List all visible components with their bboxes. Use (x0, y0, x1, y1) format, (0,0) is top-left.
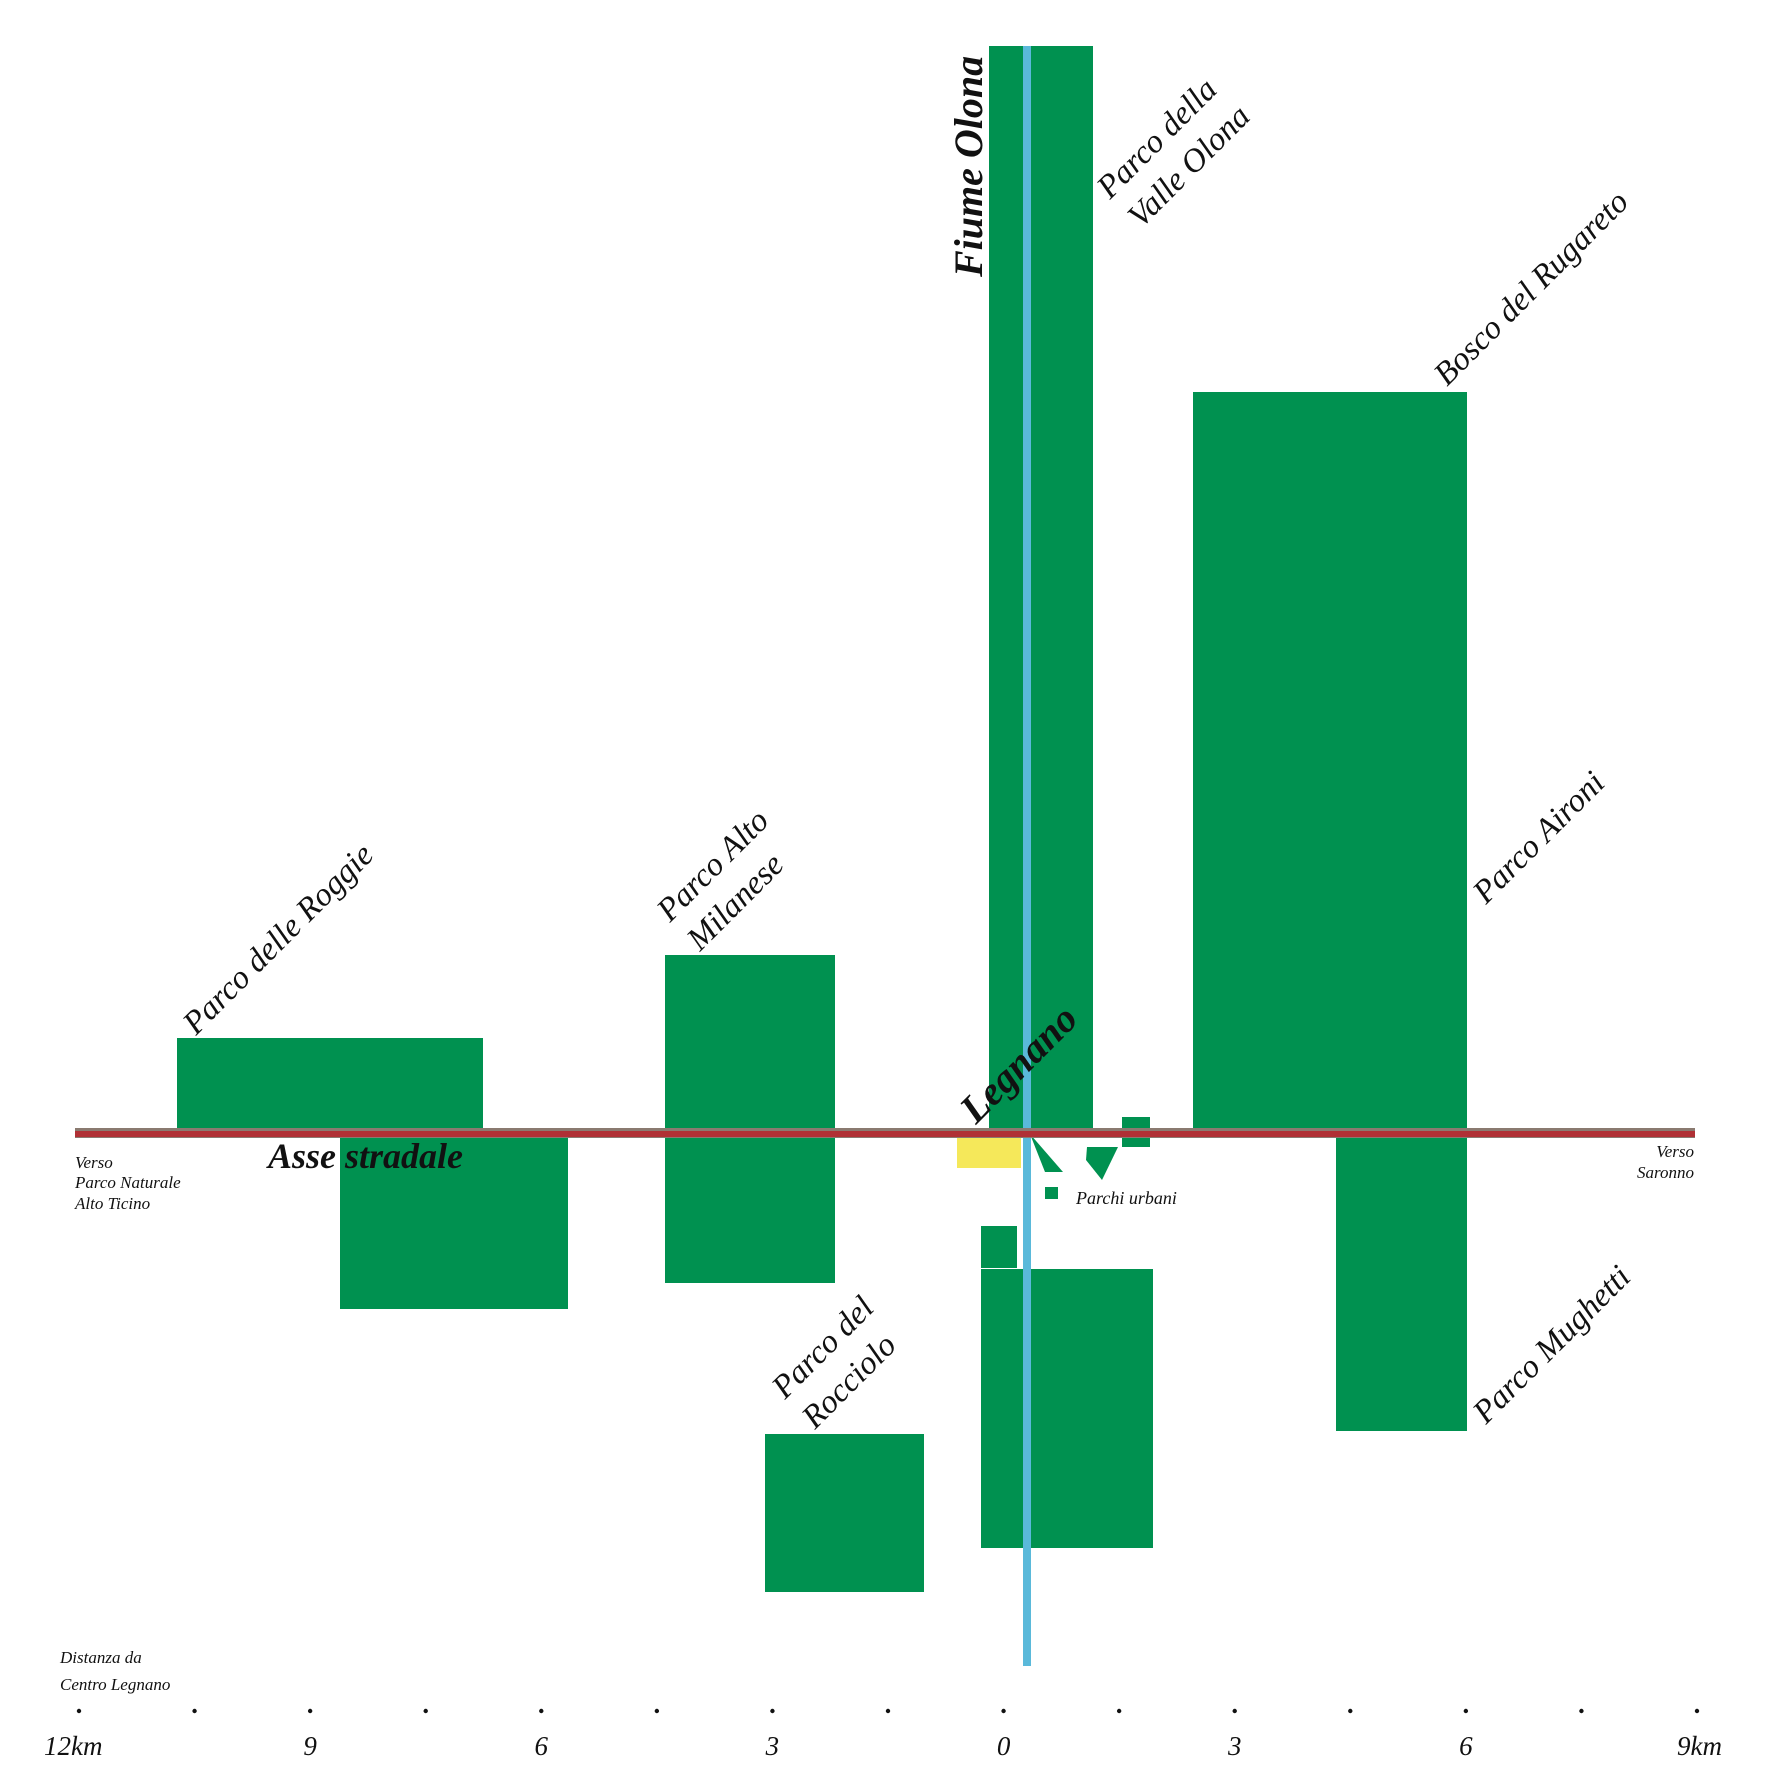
park-south-olona-small (981, 1226, 1017, 1268)
scale-dot (307, 1708, 313, 1714)
label-parchi-urbani: Parchi urbani (1075, 1188, 1177, 1208)
scale-dot (539, 1708, 544, 1714)
scale-ticks: 12km 9 6 3 0 3 6 9km (44, 1731, 1722, 1761)
scale-tick-label: 6 (1459, 1731, 1473, 1761)
urban-park-dot (1045, 1187, 1058, 1199)
scale-dot (1232, 1708, 1237, 1714)
legnano-city-area (957, 1134, 1021, 1168)
scale-dot (885, 1708, 891, 1714)
scale-tick-label: 3 (765, 1731, 780, 1761)
park-south-olona (981, 1269, 1153, 1548)
road-axis-edge (75, 1128, 1695, 1131)
scale-dot (192, 1708, 197, 1714)
scale-dot (1116, 1708, 1122, 1714)
label-west-1: Verso (75, 1153, 113, 1172)
park-roggie-south (340, 1134, 568, 1309)
label-west-3: Alto Ticino (74, 1194, 150, 1213)
scale-dot (423, 1708, 428, 1714)
urban-park-triangle-1 (1030, 1134, 1063, 1172)
scale-dot (1001, 1708, 1006, 1714)
label-east-1: Verso (1656, 1142, 1694, 1161)
road-axis-edge-bottom (75, 1137, 1695, 1138)
road-axis (75, 1131, 1695, 1137)
scale-tick-label: 0 (997, 1731, 1011, 1761)
scale-dot (654, 1708, 660, 1714)
urban-park-triangle-2 (1086, 1147, 1118, 1180)
park-roggie-north (177, 1038, 483, 1132)
park-alto-milanese (665, 955, 835, 1283)
label-parco-mughetti: Parco Mughetti (1465, 1259, 1637, 1431)
park-rocciolo (765, 1434, 924, 1592)
scale-dot (76, 1708, 82, 1714)
label-fiume-olona: Fiume Olona (946, 56, 991, 278)
scale-dot (770, 1708, 775, 1714)
label-distance-1: Distanza da (59, 1648, 142, 1667)
olona-river (1023, 46, 1031, 1666)
park-mughetti (1336, 1134, 1467, 1431)
label-parco-delle-roggie: Parco delle Roggie (175, 837, 380, 1042)
label-parco-aironi: Parco Aironi (1465, 765, 1612, 912)
label-east-2: Saronno (1637, 1163, 1694, 1182)
scale-dot (1579, 1708, 1584, 1714)
scale-tick-label: 12km (44, 1731, 102, 1761)
scale-dot (1348, 1708, 1353, 1714)
label-bosco-rugareto: Bosco del Rugareto (1427, 184, 1636, 393)
scale-dot (1694, 1708, 1700, 1714)
label-distance-2: Centro Legnano (60, 1675, 170, 1694)
scale-dots (76, 1708, 1700, 1714)
scale-tick-label: 9km (1677, 1731, 1722, 1761)
scale-tick-label: 3 (1227, 1731, 1242, 1761)
park-rugareto-aironi (1193, 392, 1467, 1132)
scale-dot (1463, 1708, 1469, 1714)
label-west-2: Parco Naturale (74, 1173, 181, 1192)
scale-tick-label: 9 (303, 1731, 317, 1761)
park-valle-olona (989, 46, 1093, 1132)
scale-tick-label: 6 (535, 1731, 549, 1761)
label-asse-stradale: Asse stradale (266, 1136, 463, 1176)
